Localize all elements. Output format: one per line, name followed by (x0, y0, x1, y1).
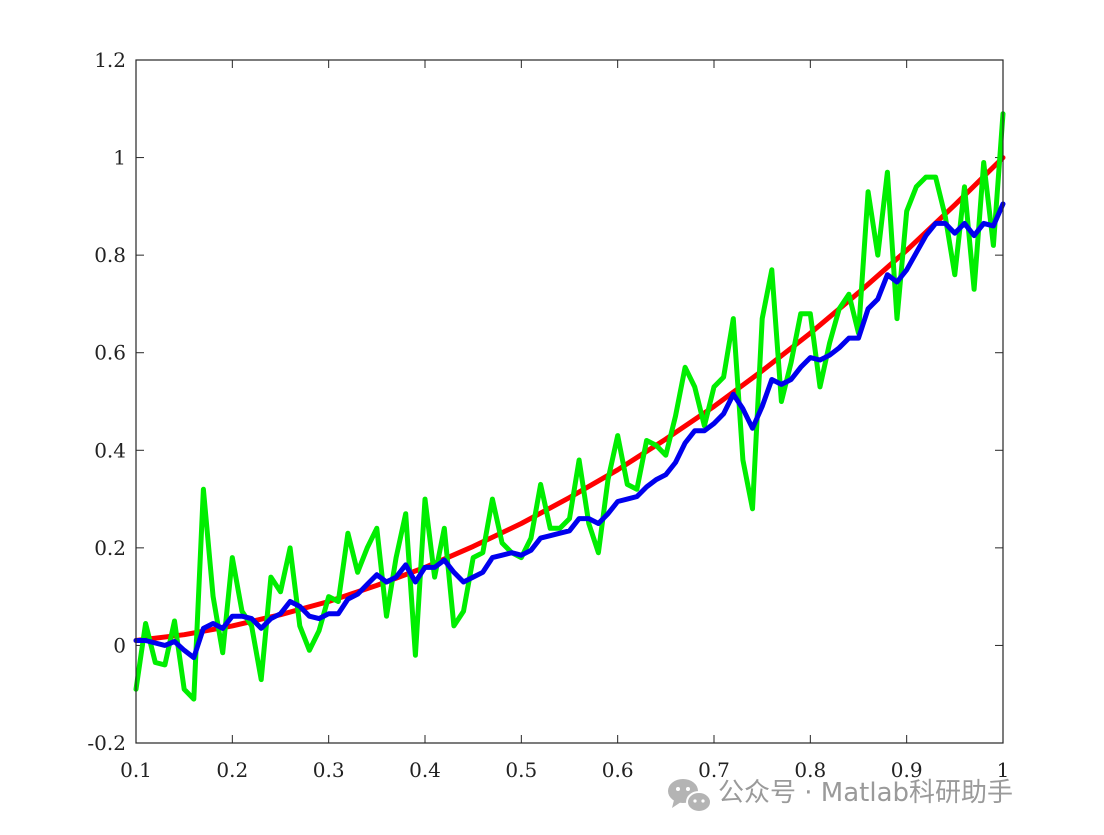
x-tick-label: 0.7 (698, 758, 730, 782)
y-tick-label: -0.2 (87, 731, 126, 755)
y-tick-label: 0.4 (94, 438, 126, 462)
plot-frame (135, 59, 1004, 744)
wechat-icon (668, 779, 712, 813)
y-tick-label: 0.8 (94, 243, 126, 267)
x-tick-label: 0.5 (505, 758, 537, 782)
y-tick-label: 0 (113, 633, 126, 657)
series-group (133, 111, 1006, 702)
watermark: 公众号 · Matlab科研助手 (668, 778, 1013, 813)
x-tick-label: 0.9 (891, 758, 923, 782)
x-tick-label: 0.1 (120, 758, 152, 782)
y-tick-label: 1 (113, 146, 126, 170)
y-tick-label: 1.2 (94, 48, 126, 72)
x-tick-label: 1 (997, 758, 1010, 782)
y-tick-label: 0.2 (94, 536, 126, 560)
green-series-line (133, 111, 1006, 702)
x-tick-label: 0.3 (313, 758, 345, 782)
x-tick-label: 0.8 (794, 758, 826, 782)
watermark-text: 公众号 · Matlab科研助手 (718, 778, 1013, 808)
x-tick-label: 0.6 (602, 758, 634, 782)
y-tick-label: 0.6 (94, 341, 126, 365)
x-tick-label: 0.2 (216, 758, 248, 782)
tick-labels: 0.1 0.2 0.3 0.4 0.5 0.6 0.7 0.8 0.9 1 -0.2 0 0.2 0.4 0… (87, 48, 1009, 782)
blue-series-line (133, 201, 1006, 661)
x-tick-label: 0.4 (409, 758, 441, 782)
